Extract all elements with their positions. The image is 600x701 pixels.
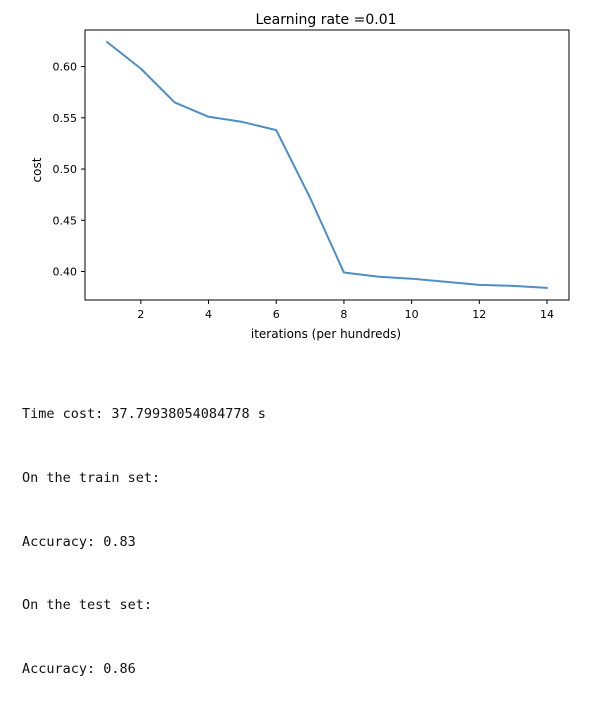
test-set-heading: On the test set: — [22, 595, 266, 616]
test-accuracy-line: Accuracy: 0.86 — [22, 659, 266, 680]
y-tick-label: 0.50 — [53, 163, 78, 176]
y-tick-label: 0.55 — [53, 112, 78, 125]
chart-title: Learning rate =0.01 — [255, 12, 396, 28]
x-tick-label: 14 — [540, 308, 554, 321]
y-axis-ticks: 0.40 0.45 0.50 0.55 0.60 — [53, 61, 86, 279]
x-tick-label: 2 — [137, 308, 144, 321]
train-set-heading: On the train set: — [22, 468, 266, 489]
cost-series-line — [107, 42, 547, 288]
x-tick-label: 8 — [340, 308, 347, 321]
x-tick-label: 12 — [472, 308, 486, 321]
y-tick-label: 0.40 — [53, 266, 78, 279]
time-cost-line: Time cost: 37.79938054084778 s — [22, 404, 266, 425]
x-axis-label: iterations (per hundreds) — [251, 327, 401, 341]
y-axis-label: cost — [30, 157, 44, 182]
console-output: Time cost: 37.79938054084778 s On the tr… — [22, 362, 266, 701]
y-tick-label: 0.60 — [53, 61, 78, 74]
train-accuracy-line: Accuracy: 0.83 — [22, 532, 266, 553]
plot-area — [107, 42, 547, 288]
x-tick-label: 4 — [205, 308, 212, 321]
axes-frame — [85, 30, 569, 300]
x-tick-label: 10 — [405, 308, 419, 321]
x-tick-label: 6 — [273, 308, 280, 321]
x-axis-ticks: 2 4 6 8 10 12 14 — [137, 300, 554, 321]
y-tick-label: 0.45 — [53, 214, 78, 227]
